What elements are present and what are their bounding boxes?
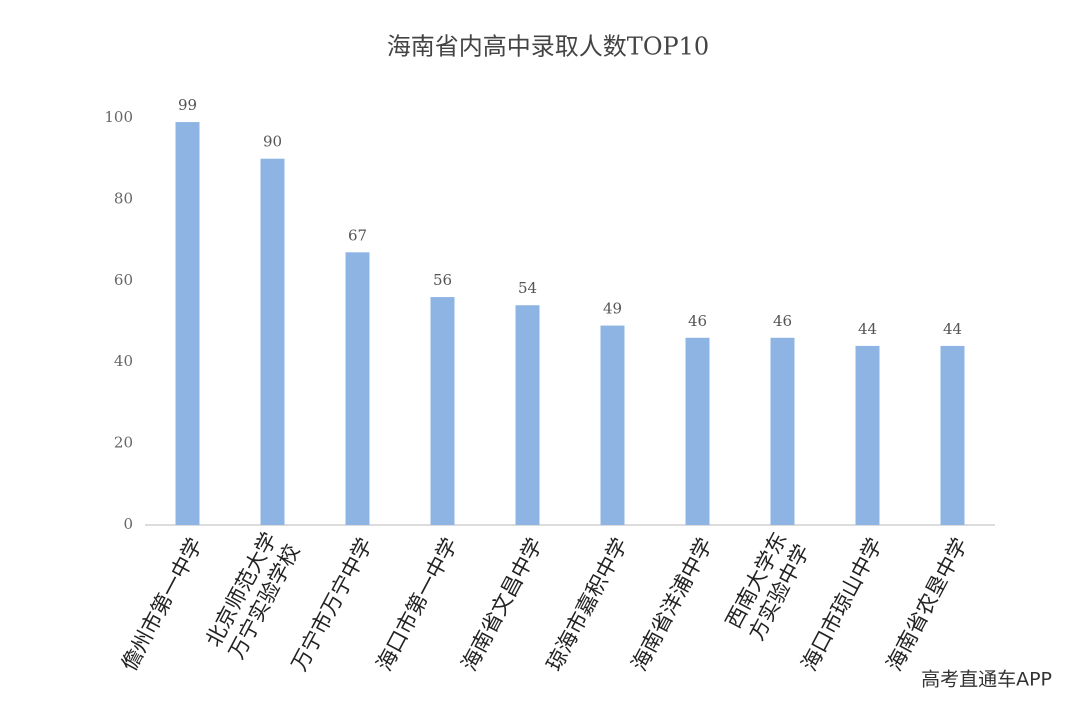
bar [345, 252, 370, 525]
bar [855, 345, 880, 525]
y-tick-label: 20 [114, 434, 133, 452]
bar [175, 122, 200, 525]
bar [685, 337, 710, 525]
value-label: 46 [773, 312, 792, 330]
bar [515, 305, 540, 525]
y-tick-label: 80 [114, 189, 133, 207]
bar [430, 297, 455, 525]
value-label: 67 [348, 226, 367, 244]
value-label: 90 [263, 133, 282, 151]
chart-title: 海南省内高中录取人数TOP10 [387, 33, 709, 61]
value-label: 44 [943, 320, 962, 338]
value-label: 54 [518, 279, 537, 297]
bar [260, 158, 285, 525]
y-tick-label: 0 [123, 515, 133, 533]
y-tick-label: 60 [114, 271, 133, 289]
value-label: 44 [858, 320, 877, 338]
bar [770, 337, 795, 525]
value-label: 49 [603, 300, 622, 318]
value-label: 99 [178, 96, 197, 114]
value-label: 56 [433, 271, 452, 289]
watermark: 高考直通车APP [921, 669, 1052, 691]
bar [940, 345, 965, 525]
value-label: 46 [688, 312, 707, 330]
bar [600, 325, 625, 525]
y-tick-label: 100 [104, 108, 133, 126]
y-tick-label: 40 [114, 352, 133, 370]
